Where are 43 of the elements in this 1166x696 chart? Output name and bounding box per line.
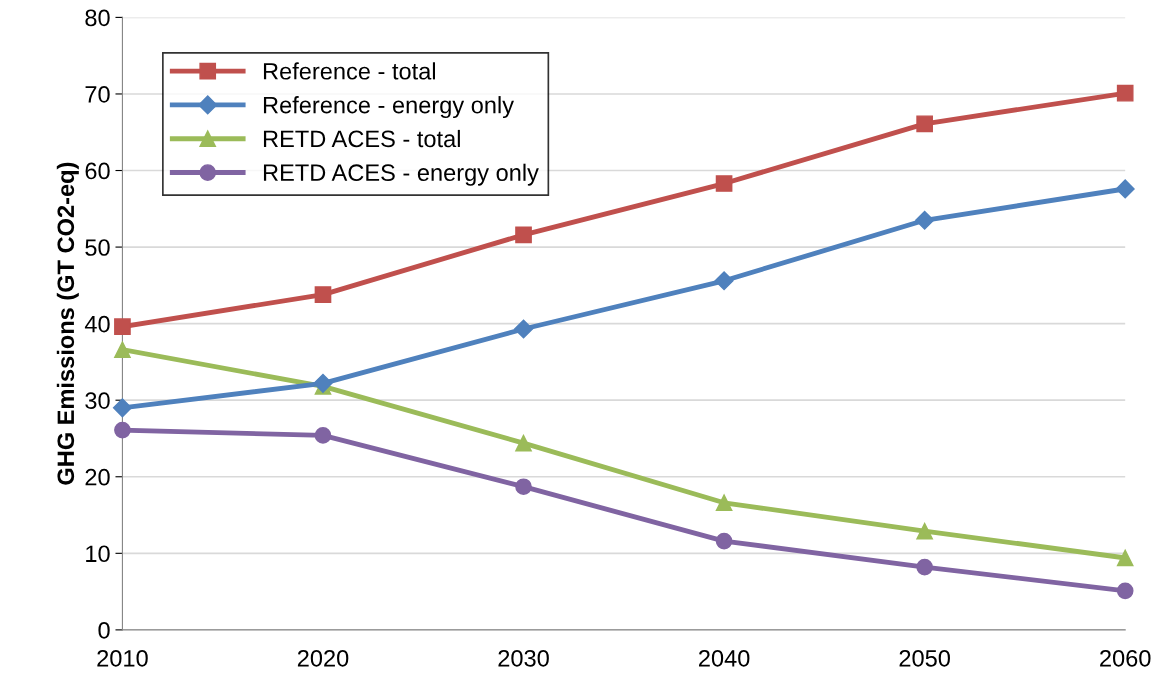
y-tick-label: 80 xyxy=(85,9,110,27)
point xyxy=(916,558,933,576)
point xyxy=(313,373,333,393)
point xyxy=(1116,582,1134,600)
point xyxy=(715,175,733,192)
point xyxy=(114,421,131,439)
y-tick-label: 60 xyxy=(85,162,110,180)
y-tick-label: 40 xyxy=(84,315,110,333)
point xyxy=(515,478,532,496)
point xyxy=(114,318,131,336)
y-tick-label: 50 xyxy=(85,239,110,256)
point xyxy=(1116,549,1134,567)
y-tick-label: 70 xyxy=(85,86,110,103)
y-tick-label: 20 xyxy=(85,468,110,486)
point xyxy=(1116,84,1134,102)
legend-label: RETD ACES - energy only xyxy=(263,163,539,186)
y-tick-label: 10 xyxy=(86,545,110,563)
x-tick-label: 2050 xyxy=(899,649,950,667)
legend-label: RETD ACES - total xyxy=(263,129,460,148)
x-tick-label: 2060 xyxy=(1100,649,1151,667)
x-tick-label: 2020 xyxy=(297,649,349,667)
point xyxy=(515,226,532,244)
x-tick-label: 2030 xyxy=(498,649,549,667)
point xyxy=(715,532,733,550)
point xyxy=(314,286,332,303)
x-tick-label: 2040 xyxy=(699,649,750,667)
point xyxy=(513,319,534,339)
y-tick-label: 0 xyxy=(98,621,110,639)
x-tick-label: 2010 xyxy=(97,649,148,667)
y-tick-label: 30 xyxy=(85,392,110,409)
legend-label: Reference - total xyxy=(263,62,435,80)
point xyxy=(714,271,734,291)
point xyxy=(915,210,935,230)
legend-label: Reference - energy only xyxy=(263,96,514,119)
point xyxy=(112,398,132,418)
point xyxy=(715,494,733,512)
point xyxy=(916,522,933,540)
point xyxy=(916,115,933,133)
point xyxy=(515,434,532,452)
point xyxy=(1115,179,1135,199)
y-axis-title: GHG Emissions (GT CO2-eq) xyxy=(56,162,79,485)
point xyxy=(114,341,131,359)
point xyxy=(314,427,332,444)
